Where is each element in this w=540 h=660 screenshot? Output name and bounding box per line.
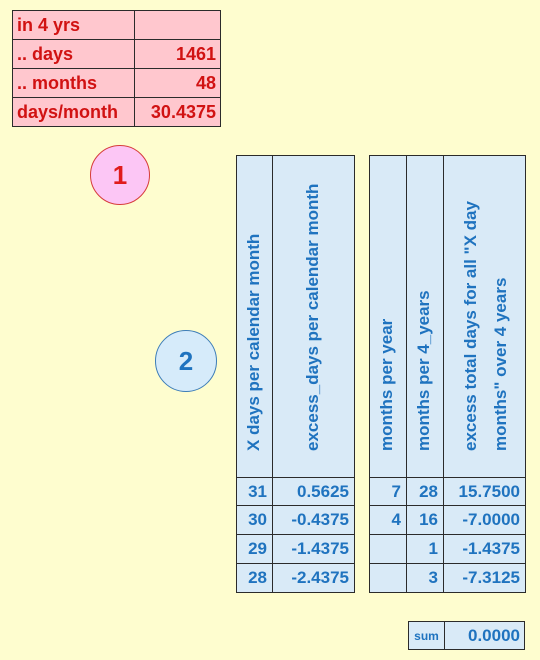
cell-label[interactable]: in 4 yrs: [12, 10, 135, 40]
cell-value[interactable]: [134, 10, 221, 40]
cell-value[interactable]: 48: [134, 68, 221, 98]
cell-excess-total[interactable]: 15.7500: [443, 477, 526, 506]
sum-label[interactable]: sum: [408, 621, 445, 650]
cell-months-4y[interactable]: 3: [406, 563, 444, 593]
table-row: 1 -1.4375: [369, 534, 526, 564]
table-row: 7 28 15.7500: [369, 477, 526, 506]
table-row: 30 -0.4375: [236, 505, 355, 535]
cell-excess[interactable]: -1.4375: [272, 534, 355, 564]
cell-label[interactable]: .. months: [12, 68, 135, 98]
cell-x-days[interactable]: 30: [236, 505, 273, 535]
header-excess-days-label: excess_days per calendar month: [302, 183, 322, 451]
header-row: X days per calendar month excess_days pe…: [236, 155, 355, 478]
header-x-days-label: X days per calendar month: [243, 233, 263, 451]
cell-x-days[interactable]: 28: [236, 563, 273, 593]
table-row: 28 -2.4375: [236, 563, 355, 593]
header-excess-total[interactable]: excess total days for all "X day months"…: [443, 155, 526, 478]
cell-months-4y[interactable]: 28: [406, 477, 444, 506]
header-months-per-year-label: months per year: [377, 318, 396, 451]
header-excess-total-line1: excess total days for all "X day: [460, 201, 480, 451]
months-table: months per year months per 4_years exces…: [369, 155, 526, 593]
marker-1: 1: [90, 145, 150, 205]
table-row: .. days 1461: [12, 39, 221, 69]
summary-table: in 4 yrs .. days 1461 .. months 48 days/…: [12, 10, 221, 127]
sum-box: sum 0.0000: [408, 621, 525, 650]
table-row: 29 -1.4375: [236, 534, 355, 564]
header-row: months per year months per 4_years exces…: [369, 155, 526, 478]
cell-excess-total[interactable]: -1.4375: [443, 534, 526, 564]
sum-value[interactable]: 0.0000: [444, 621, 525, 650]
cell-months-year[interactable]: [369, 563, 407, 593]
table-row: 3 -7.3125: [369, 563, 526, 593]
header-months-per-year[interactable]: months per year: [369, 155, 407, 478]
header-months-per-4-years-label: months per 4_years: [414, 290, 433, 451]
marker-2-label: 2: [178, 345, 194, 376]
header-excess-total-line2: months" over 4 years: [490, 277, 510, 451]
excess-days-table: X days per calendar month excess_days pe…: [236, 155, 355, 593]
cell-x-days[interactable]: 31: [236, 477, 273, 506]
cell-months-year[interactable]: 7: [369, 477, 407, 506]
table-row: 31 0.5625: [236, 477, 355, 506]
cell-months-year[interactable]: [369, 534, 407, 564]
cell-label[interactable]: days/month: [12, 97, 135, 127]
header-x-days[interactable]: X days per calendar month: [236, 155, 273, 478]
cell-excess-total[interactable]: -7.0000: [443, 505, 526, 535]
marker-2: 2: [155, 330, 217, 392]
cell-x-days[interactable]: 29: [236, 534, 273, 564]
table-row: sum 0.0000: [408, 621, 525, 650]
cell-value[interactable]: 30.4375: [134, 97, 221, 127]
cell-excess[interactable]: -0.4375: [272, 505, 355, 535]
table-row: in 4 yrs: [12, 10, 221, 40]
cell-months-year[interactable]: 4: [369, 505, 407, 535]
cell-months-4y[interactable]: 16: [406, 505, 444, 535]
table-row: 4 16 -7.0000: [369, 505, 526, 535]
table-row: .. months 48: [12, 68, 221, 98]
cell-months-4y[interactable]: 1: [406, 534, 444, 564]
table-row: days/month 30.4375: [12, 97, 221, 127]
cell-excess[interactable]: 0.5625: [272, 477, 355, 506]
cell-excess[interactable]: -2.4375: [272, 563, 355, 593]
header-excess-days[interactable]: excess_days per calendar month: [272, 155, 355, 478]
cell-label[interactable]: .. days: [12, 39, 135, 69]
cell-value[interactable]: 1461: [134, 39, 221, 69]
header-months-per-4-years[interactable]: months per 4_years: [406, 155, 444, 478]
cell-excess-total[interactable]: -7.3125: [443, 563, 526, 593]
marker-1-label: 1: [112, 159, 128, 190]
